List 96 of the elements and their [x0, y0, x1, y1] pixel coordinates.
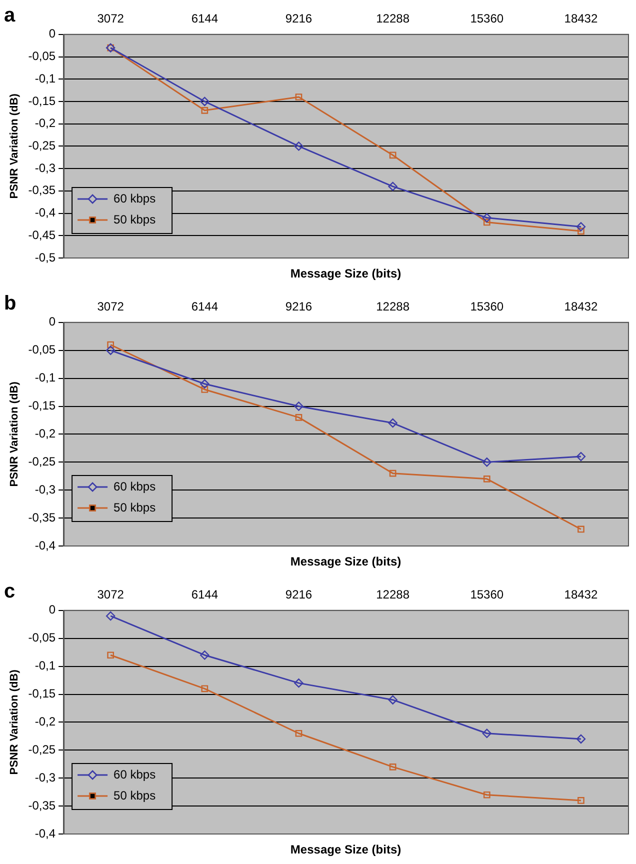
legend-label: 50 kbps — [114, 788, 156, 802]
x-tick-label: 12288 — [376, 12, 410, 26]
y-tick-label: -0,3 — [34, 482, 56, 496]
y-tick-label: -0,4 — [34, 206, 56, 220]
point — [389, 152, 396, 159]
point — [578, 228, 584, 235]
y-tick-label: -0,35 — [28, 183, 56, 198]
point — [578, 526, 584, 533]
x-tick-label: 18432 — [564, 588, 598, 602]
legend-label: 60 kbps — [114, 479, 156, 494]
chart-title: b — [4, 292, 16, 315]
point — [483, 218, 490, 226]
x-tick-label: 9216 — [285, 588, 312, 602]
point — [482, 213, 492, 222]
y-tick-label: -0,25 — [28, 454, 56, 468]
point — [294, 402, 304, 411]
point — [295, 730, 302, 737]
y-tick-label: -0,05 — [28, 630, 56, 645]
point — [294, 678, 304, 688]
y-tick-label: -0,2 — [34, 426, 56, 441]
point — [294, 142, 304, 151]
x-tick-label: 15360 — [470, 12, 504, 26]
y-tick-label: -0,05 — [28, 49, 56, 64]
y-tick-label: -0,25 — [28, 742, 56, 756]
point — [576, 734, 586, 744]
y-tick-label: -0,15 — [28, 94, 56, 108]
point — [483, 791, 490, 798]
x-tick-label: 18432 — [564, 12, 598, 26]
point — [295, 414, 302, 421]
point — [578, 797, 584, 804]
x-tick-label: 18432 — [564, 300, 598, 314]
legend-label: 60 kbps — [114, 191, 156, 206]
y-tick-label: -0,15 — [28, 686, 56, 701]
y-tick-label: -0,2 — [34, 116, 56, 130]
y-tick-label: -0,3 — [34, 160, 56, 175]
y-tick-label: -0,1 — [34, 658, 56, 673]
point — [482, 728, 492, 738]
x-tick-label: 3072 — [97, 588, 124, 602]
y-tick-label: -0,2 — [34, 714, 56, 729]
point — [200, 650, 210, 660]
x-tick-label: 15360 — [470, 588, 504, 602]
y-axis-title: PSNR Variation (dB) — [8, 669, 21, 775]
y-tick-label: -0,25 — [28, 138, 56, 153]
y-tick-label: -0,4 — [34, 826, 56, 840]
point — [200, 96, 210, 106]
y-tick-label: -0,15 — [28, 398, 56, 413]
x-tick-label: 12288 — [376, 300, 410, 314]
y-tick-label: -0,35 — [28, 798, 56, 812]
point — [107, 341, 114, 348]
x-tick-label: 3072 — [97, 300, 124, 314]
legend-label: 50 kbps — [114, 212, 156, 226]
y-tick-label: -0,05 — [28, 342, 56, 357]
point — [388, 695, 398, 704]
point — [576, 222, 586, 232]
y-tick-label: -0,1 — [34, 71, 56, 86]
point — [389, 470, 396, 477]
x-tick-label: 9216 — [285, 12, 312, 26]
x-axis-title: Message Size (bits) — [290, 266, 402, 280]
y-tick-label: -0,35 — [28, 510, 56, 524]
x-tick-label: 12288 — [376, 588, 410, 602]
x-tick-label: 9216 — [285, 300, 312, 314]
point — [107, 652, 114, 659]
y-tick-label: -0,3 — [34, 770, 56, 784]
chart-title: c — [4, 580, 16, 603]
y-axis-title: PSNR Variation (dB) — [8, 93, 21, 199]
y-tick-label: 0 — [48, 602, 56, 617]
point — [576, 452, 586, 462]
x-tick-label: 3072 — [97, 12, 124, 26]
point — [388, 418, 398, 428]
y-tick-label: -0,5 — [34, 250, 56, 264]
point — [295, 94, 302, 100]
point — [201, 106, 208, 114]
point — [201, 386, 208, 393]
point — [201, 685, 208, 692]
legend-label: 50 kbps — [114, 500, 156, 514]
point — [389, 763, 396, 770]
x-tick-label: 6144 — [191, 588, 218, 602]
point — [106, 611, 116, 621]
y-axis-title: PSNR Variation (dB) — [8, 381, 21, 487]
chart-title: a — [4, 4, 16, 27]
y-tick-label: -0,45 — [28, 228, 56, 242]
x-axis-title: Message Size (bits) — [290, 842, 402, 856]
x-tick-label: 15360 — [470, 300, 504, 314]
y-tick-label: -0,4 — [34, 538, 56, 552]
legend-label: 60 kbps — [114, 767, 156, 782]
point — [482, 458, 492, 467]
point — [483, 475, 490, 482]
x-tick-label: 6144 — [191, 300, 218, 314]
y-tick-label: 0 — [48, 314, 56, 329]
x-tick-label: 6144 — [191, 12, 218, 26]
point — [106, 346, 116, 355]
y-tick-label: -0,1 — [34, 370, 56, 385]
point — [200, 379, 210, 388]
y-tick-label: 0 — [48, 26, 56, 41]
x-axis-title: Message Size (bits) — [290, 554, 402, 568]
point — [388, 182, 398, 192]
